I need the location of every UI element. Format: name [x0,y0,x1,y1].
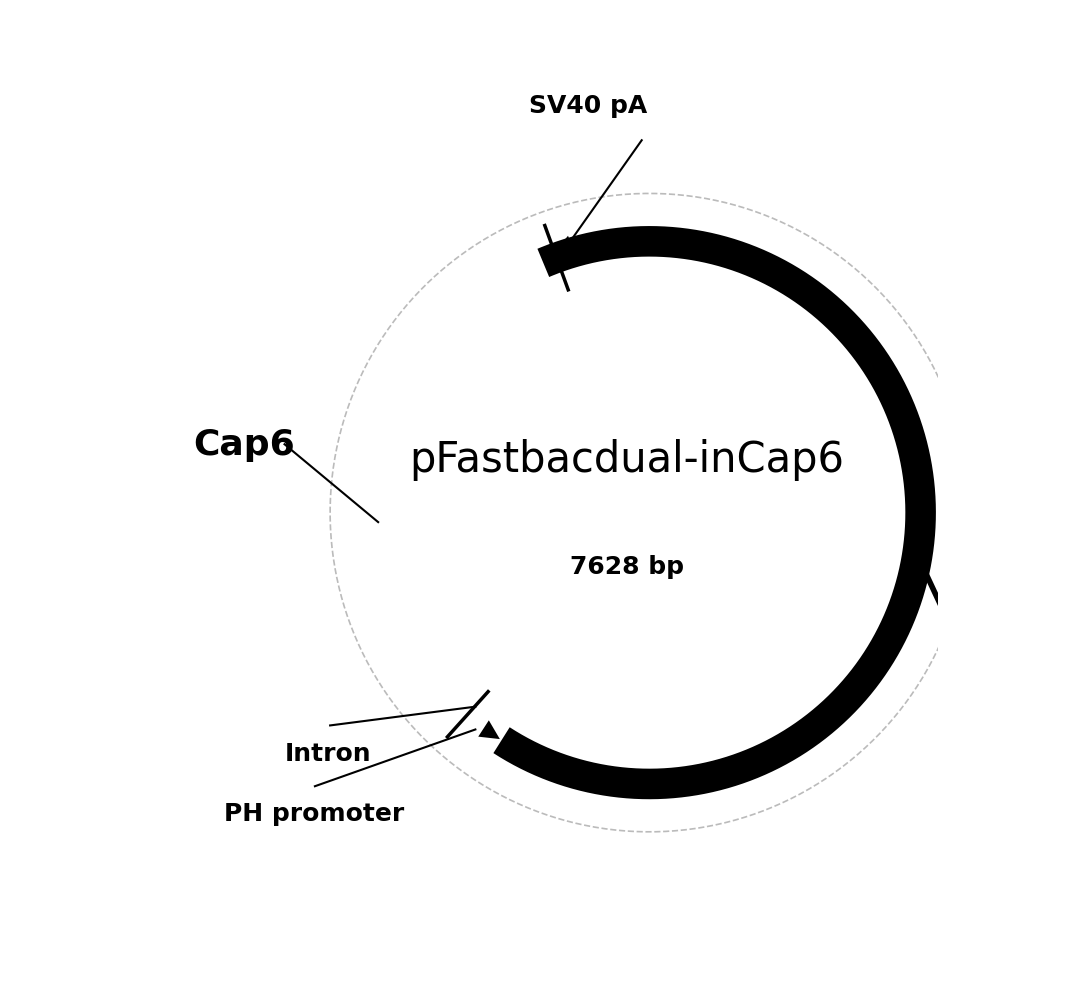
Text: pFastbacdual-inCap6: pFastbacdual-inCap6 [409,439,844,481]
Text: Cap6: Cap6 [194,428,295,461]
Text: 7628 bp: 7628 bp [570,554,684,578]
Text: PH promoter: PH promoter [223,802,404,825]
Text: SV40 pA: SV40 pA [529,95,648,118]
Text: Intron: Intron [284,740,371,765]
